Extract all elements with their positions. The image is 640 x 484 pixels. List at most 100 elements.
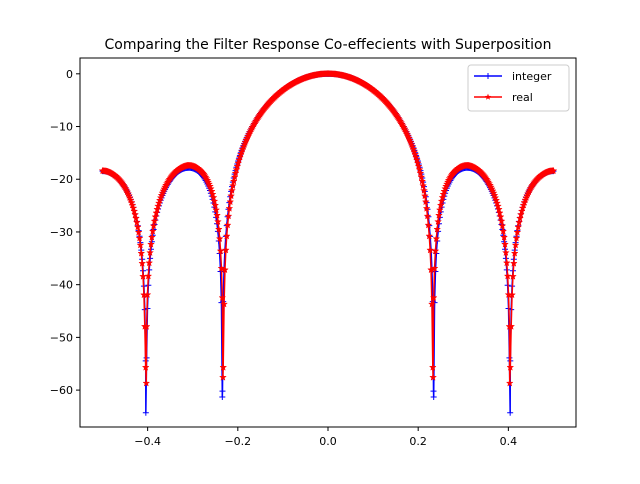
data-point-real [228, 181, 237, 190]
data-point-real [151, 212, 160, 221]
data-point-real [415, 165, 424, 174]
data-point-real [513, 228, 522, 236]
data-point-real [549, 166, 558, 175]
data-point-real [212, 205, 221, 214]
data-point-real [509, 272, 517, 280]
data-point-real [229, 177, 238, 185]
data-point-real [430, 264, 439, 272]
data-point-real [230, 173, 239, 181]
series-markers-real [98, 69, 558, 387]
data-point-real [143, 290, 152, 299]
legend-label-integer: integer [512, 70, 552, 83]
data-point-real [426, 246, 435, 254]
data-point-real [213, 217, 222, 226]
y-tick-label: −40 [50, 279, 73, 292]
axes: −0.4 −0.2 0.0 0.2 0.4 0 −10 −20 −30 −40 −50 −60 [50, 57, 577, 448]
legend-label-real: real [512, 91, 533, 104]
data-point-real [225, 204, 234, 212]
y-tick-label: −60 [50, 384, 73, 397]
data-point-integer [219, 388, 226, 395]
data-point-real [215, 234, 224, 243]
data-point-real [436, 201, 445, 209]
data-point-real [508, 290, 517, 299]
data-point-real [433, 225, 442, 233]
data-point-real [497, 217, 506, 225]
data-point-real [434, 217, 443, 226]
y-tick-label: −50 [50, 331, 73, 344]
data-point-real [509, 259, 518, 267]
data-point-real [132, 214, 140, 222]
y-tick-label: 0 [66, 68, 73, 81]
data-point-real [133, 223, 142, 231]
data-point-real [494, 202, 502, 210]
data-point-real [413, 159, 422, 167]
data-point-real [416, 169, 425, 177]
data-point-real [507, 322, 516, 330]
data-point-real [496, 212, 505, 221]
data-point-real [419, 181, 428, 190]
data-point-real [498, 221, 507, 230]
x-tick-label: 0.2 [409, 435, 427, 448]
data-point-real [130, 207, 139, 215]
data-point-real [515, 218, 524, 226]
plot-area [98, 69, 558, 416]
x-tick-label: −0.2 [224, 435, 251, 448]
data-point-real [222, 231, 231, 240]
data-point-real [499, 227, 508, 235]
data-point-real [421, 197, 430, 206]
data-point-real [435, 205, 444, 214]
data-point-real [226, 197, 235, 206]
data-point-real [431, 246, 440, 255]
data-point-real [503, 272, 512, 280]
data-point-real [418, 177, 427, 185]
data-point-real [137, 249, 146, 257]
data-point-integer [219, 393, 226, 400]
data-point-integer [507, 409, 514, 416]
data-point-real [135, 234, 144, 242]
data-point-integer [430, 388, 437, 395]
data-point-real [142, 379, 151, 387]
data-point-real [420, 191, 429, 200]
data-point-real [427, 300, 436, 308]
data-point-real [425, 231, 434, 240]
data-point-real [147, 240, 155, 248]
data-point-real [227, 191, 236, 200]
data-point-real [510, 249, 519, 257]
data-point-real [146, 248, 155, 257]
data-point-real [506, 363, 515, 371]
data-point-real [511, 241, 520, 249]
data-point-real [420, 186, 428, 194]
data-point-real [223, 221, 232, 229]
data-point-real [224, 212, 233, 220]
data-point-real [217, 264, 226, 272]
data-point-real [134, 228, 143, 236]
data-point-real [150, 217, 159, 225]
y-tick-label: −20 [50, 173, 73, 186]
data-point-real [220, 300, 229, 308]
data-point-real [132, 218, 141, 226]
data-point-real [131, 210, 140, 218]
y-tick-label: −30 [50, 226, 73, 239]
data-point-real [505, 379, 514, 387]
data-point-real [145, 258, 154, 267]
data-point-real [432, 234, 441, 243]
data-point-real [424, 221, 433, 229]
data-point-real [218, 293, 227, 302]
data-point-real [495, 208, 504, 217]
data-point-real [136, 241, 145, 249]
data-point-real [423, 212, 432, 220]
data-point-real [141, 363, 150, 371]
data-point-real [501, 248, 510, 257]
data-point-real [435, 211, 443, 219]
series-real [98, 69, 558, 387]
data-point-integer [142, 409, 149, 416]
data-point-real [209, 193, 218, 201]
data-point-real [500, 233, 509, 241]
data-point-real [494, 205, 503, 213]
data-point-real [216, 246, 225, 255]
legend-marker-integer [485, 73, 491, 79]
data-point-real [138, 259, 147, 267]
chart-title: Comparing the Filter Response Co-effecie… [105, 37, 552, 53]
data-point-real [221, 265, 229, 274]
